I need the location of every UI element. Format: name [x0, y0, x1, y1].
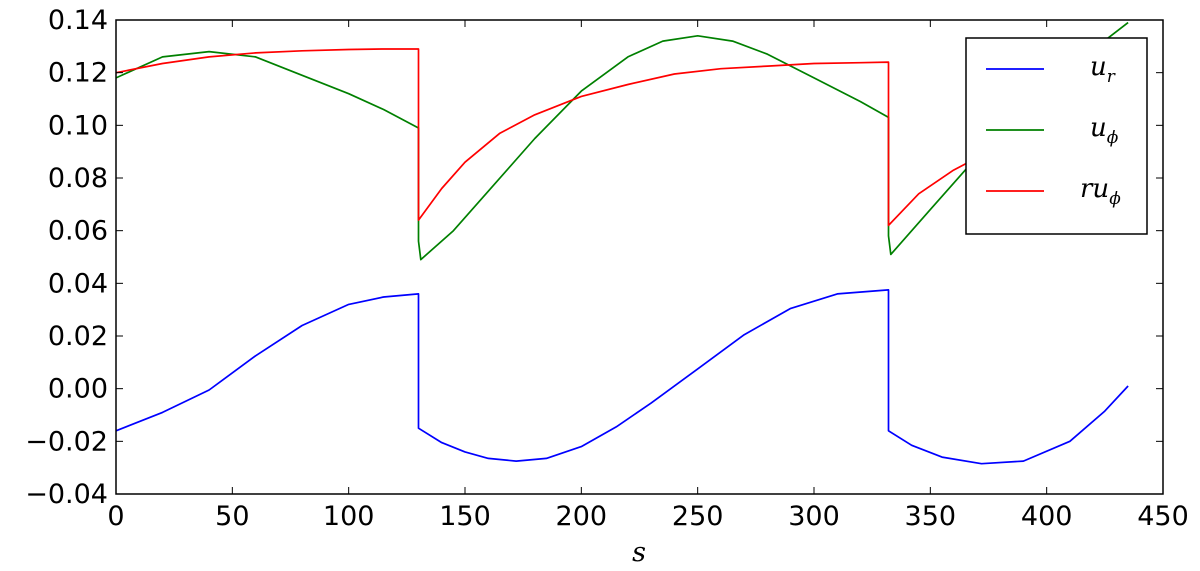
y-tick-label: 0.08	[48, 163, 108, 194]
x-tick-label: 450	[1137, 501, 1189, 532]
series-line-u-r	[116, 289, 1129, 465]
axis-ticks: 0 50 100 150 200 250 300 350 400 450 −0.04 −0.02 0.0…	[25, 5, 1189, 532]
series-line-ru-phi	[116, 48, 1024, 227]
x-tick-label: 50	[215, 501, 249, 532]
x-tick-label: 300	[788, 501, 840, 532]
plot-frame	[115, 19, 1164, 495]
y-tick-label: 0.06	[48, 216, 108, 247]
series-line-u-phi	[116, 21, 1129, 261]
y-tick-label: −0.02	[25, 426, 108, 457]
x-tick-label: 100	[323, 501, 375, 532]
x-tick-label: 250	[672, 501, 724, 532]
y-tick-label: 0.12	[48, 58, 108, 89]
x-tick-label: 400	[1021, 501, 1073, 532]
y-tick-label: 0.00	[48, 374, 108, 405]
legend-box	[965, 37, 1148, 235]
x-tick-label: 350	[905, 501, 957, 532]
legend: ur uϕ ruϕ	[965, 37, 1148, 235]
legend-label: uϕ	[1090, 113, 1119, 148]
x-tick-label: 150	[439, 501, 491, 532]
series-layer	[116, 21, 1129, 465]
x-tick-label: 200	[556, 501, 608, 532]
y-tick-label: 0.04	[48, 268, 108, 299]
y-tick-label: 0.02	[48, 321, 108, 352]
y-tick-label: 0.10	[48, 110, 108, 141]
legend-label: ur	[1090, 52, 1116, 87]
x-axis-label: s	[632, 537, 646, 568]
y-tick-label: −0.04	[25, 479, 108, 510]
x-tick-label: 0	[107, 501, 124, 532]
y-tick-label: 0.14	[48, 5, 108, 36]
legend-label: ruϕ	[1080, 174, 1121, 209]
